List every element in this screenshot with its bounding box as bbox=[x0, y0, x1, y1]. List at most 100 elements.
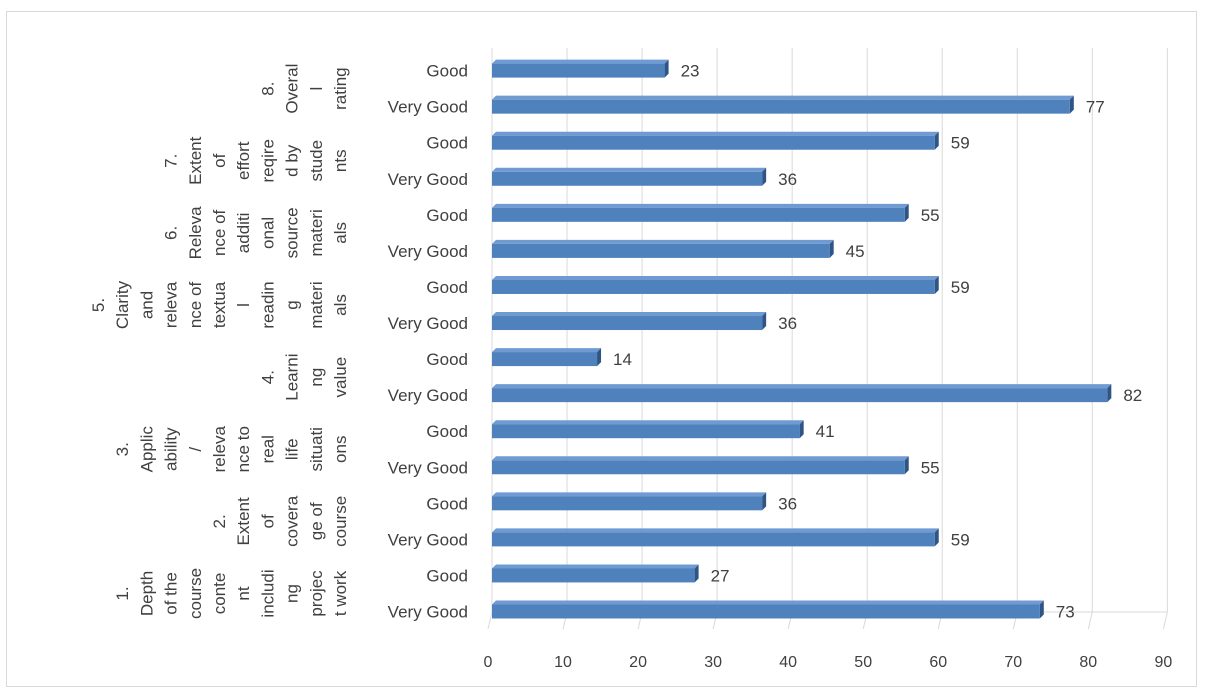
group-label-line: als bbox=[331, 222, 350, 244]
data-label: 36 bbox=[778, 170, 797, 189]
group-label: 1. Depth of the course conte nt includi ng proje… bbox=[113, 568, 350, 619]
group-label-line: 2. bbox=[210, 514, 229, 528]
group-label-line: covera bbox=[283, 495, 302, 547]
gridline-floor bbox=[1162, 611, 1168, 630]
group-label-line: of bbox=[210, 153, 229, 167]
group-label-line: nts bbox=[331, 149, 350, 172]
category-label: Good bbox=[426, 566, 468, 585]
x-tick-label: 90 bbox=[1154, 654, 1172, 671]
group-label-line: 5. bbox=[89, 298, 108, 312]
group-label-line: nce of bbox=[186, 282, 205, 329]
group-label: 6. Releva nce of additi onal source materi als bbox=[162, 206, 350, 259]
group-label-line: Clarity bbox=[113, 280, 132, 329]
bar-side-face bbox=[1107, 384, 1112, 403]
gridline-floor bbox=[1087, 611, 1093, 630]
group-label-line: of the bbox=[162, 572, 181, 615]
group-label-line: real bbox=[258, 435, 277, 463]
data-label: 59 bbox=[951, 134, 970, 153]
x-tick-label: 10 bbox=[554, 654, 572, 671]
x-tick-label: 70 bbox=[1004, 654, 1022, 671]
bar-side-face bbox=[762, 312, 767, 331]
group-label-line: Learni bbox=[283, 353, 302, 400]
group-label-line: readin bbox=[258, 281, 277, 328]
group-label-line: life bbox=[283, 438, 302, 460]
bar-top-face bbox=[492, 420, 804, 425]
bar-top-face bbox=[492, 384, 1112, 389]
group-label-line: includi bbox=[258, 569, 277, 617]
group-label-line: situati bbox=[307, 427, 326, 471]
group-label-line: 1. bbox=[113, 586, 132, 600]
data-label: 73 bbox=[1056, 603, 1075, 622]
group-label-line: course bbox=[331, 496, 350, 547]
group-label-line: releva bbox=[162, 281, 181, 328]
group-label-line: materi bbox=[307, 209, 326, 256]
bar-side-face bbox=[829, 239, 834, 258]
data-label: 36 bbox=[778, 494, 797, 513]
x-tick-label: 80 bbox=[1079, 654, 1097, 671]
category-label: Good bbox=[426, 134, 468, 153]
data-label: 41 bbox=[816, 422, 835, 441]
group-label-line: 6. bbox=[162, 226, 181, 240]
category-label: Very Good bbox=[388, 458, 468, 477]
group-label-line: ability bbox=[162, 427, 181, 471]
bar bbox=[492, 424, 800, 439]
group-label-line: reqire bbox=[258, 139, 277, 182]
bar-top-face bbox=[492, 312, 767, 317]
group-label: 5. Clarity and releva nce of textua l readin g ma… bbox=[89, 280, 350, 329]
group-label-line: course bbox=[186, 568, 205, 619]
group-label-line: ng bbox=[307, 368, 326, 387]
group-label-line: Overal bbox=[283, 64, 302, 114]
bar bbox=[492, 243, 830, 258]
category-labels: Very Good Good Very Good Good Very Good Good V… bbox=[388, 62, 468, 622]
bar-top-face bbox=[492, 456, 909, 461]
x-tick-label: 50 bbox=[854, 654, 872, 671]
group-label-line: releva bbox=[210, 426, 229, 473]
bar-side-face bbox=[597, 348, 602, 367]
group-label-line: g bbox=[283, 300, 302, 309]
category-label: Very Good bbox=[388, 603, 468, 622]
bar-top-face bbox=[492, 600, 1044, 605]
group-label-line: nce to bbox=[234, 426, 253, 472]
category-label: Good bbox=[426, 278, 468, 297]
group-label-line: Extent bbox=[234, 497, 253, 545]
bar-side-face bbox=[934, 275, 939, 294]
data-label: 27 bbox=[711, 566, 730, 585]
gridline-floor bbox=[487, 611, 493, 630]
category-label: Very Good bbox=[388, 170, 468, 189]
group-label-line: ons bbox=[331, 436, 350, 463]
group-label-line: Depth bbox=[137, 571, 156, 616]
bar-side-face bbox=[1039, 600, 1044, 619]
group-label: 4. Learni ng value bbox=[258, 353, 350, 400]
category-label: Very Good bbox=[388, 386, 468, 405]
bar-top-face bbox=[492, 131, 939, 136]
data-label: 55 bbox=[921, 206, 940, 225]
group-label-line: als bbox=[331, 294, 350, 316]
group-label-line: Releva bbox=[186, 206, 205, 259]
group-label-line: 7. bbox=[162, 154, 181, 168]
category-label: Very Good bbox=[388, 98, 468, 117]
group-label: 7. Extent of effort reqire d by stude nts bbox=[162, 136, 350, 184]
group-label-line: nce of bbox=[210, 209, 229, 256]
bar-side-face bbox=[762, 492, 767, 511]
bar-side-face bbox=[799, 420, 804, 439]
group-labels: 1. Depth of the course conte nt includi ng proje… bbox=[89, 64, 350, 619]
group-label-line: and bbox=[137, 291, 156, 319]
group-label-line: ge of bbox=[307, 502, 326, 540]
group-label: 8. Overal l rating bbox=[258, 64, 350, 114]
category-label: Very Good bbox=[388, 530, 468, 549]
data-label: 36 bbox=[778, 314, 797, 333]
bar-top-face bbox=[492, 167, 767, 172]
bar bbox=[492, 316, 763, 331]
group-label-line: rating bbox=[331, 67, 350, 110]
bar-side-face bbox=[904, 456, 909, 475]
bar-top-face bbox=[492, 95, 1074, 100]
group-label-line: d by bbox=[283, 144, 302, 177]
x-axis-ticks: 0 10 20 30 40 50 60 70 80 90 bbox=[484, 654, 1173, 671]
bar-top-face bbox=[492, 492, 767, 497]
category-label: Good bbox=[426, 206, 468, 225]
bars: 73 27 59 36 55 41 82 14 36 59 45 55 36 59 77 23 bbox=[492, 59, 1142, 622]
group-label-line: conte bbox=[210, 573, 229, 615]
group-label-line: ng bbox=[283, 584, 302, 603]
group-label-line: l bbox=[307, 87, 326, 91]
bar-side-face bbox=[694, 564, 699, 583]
